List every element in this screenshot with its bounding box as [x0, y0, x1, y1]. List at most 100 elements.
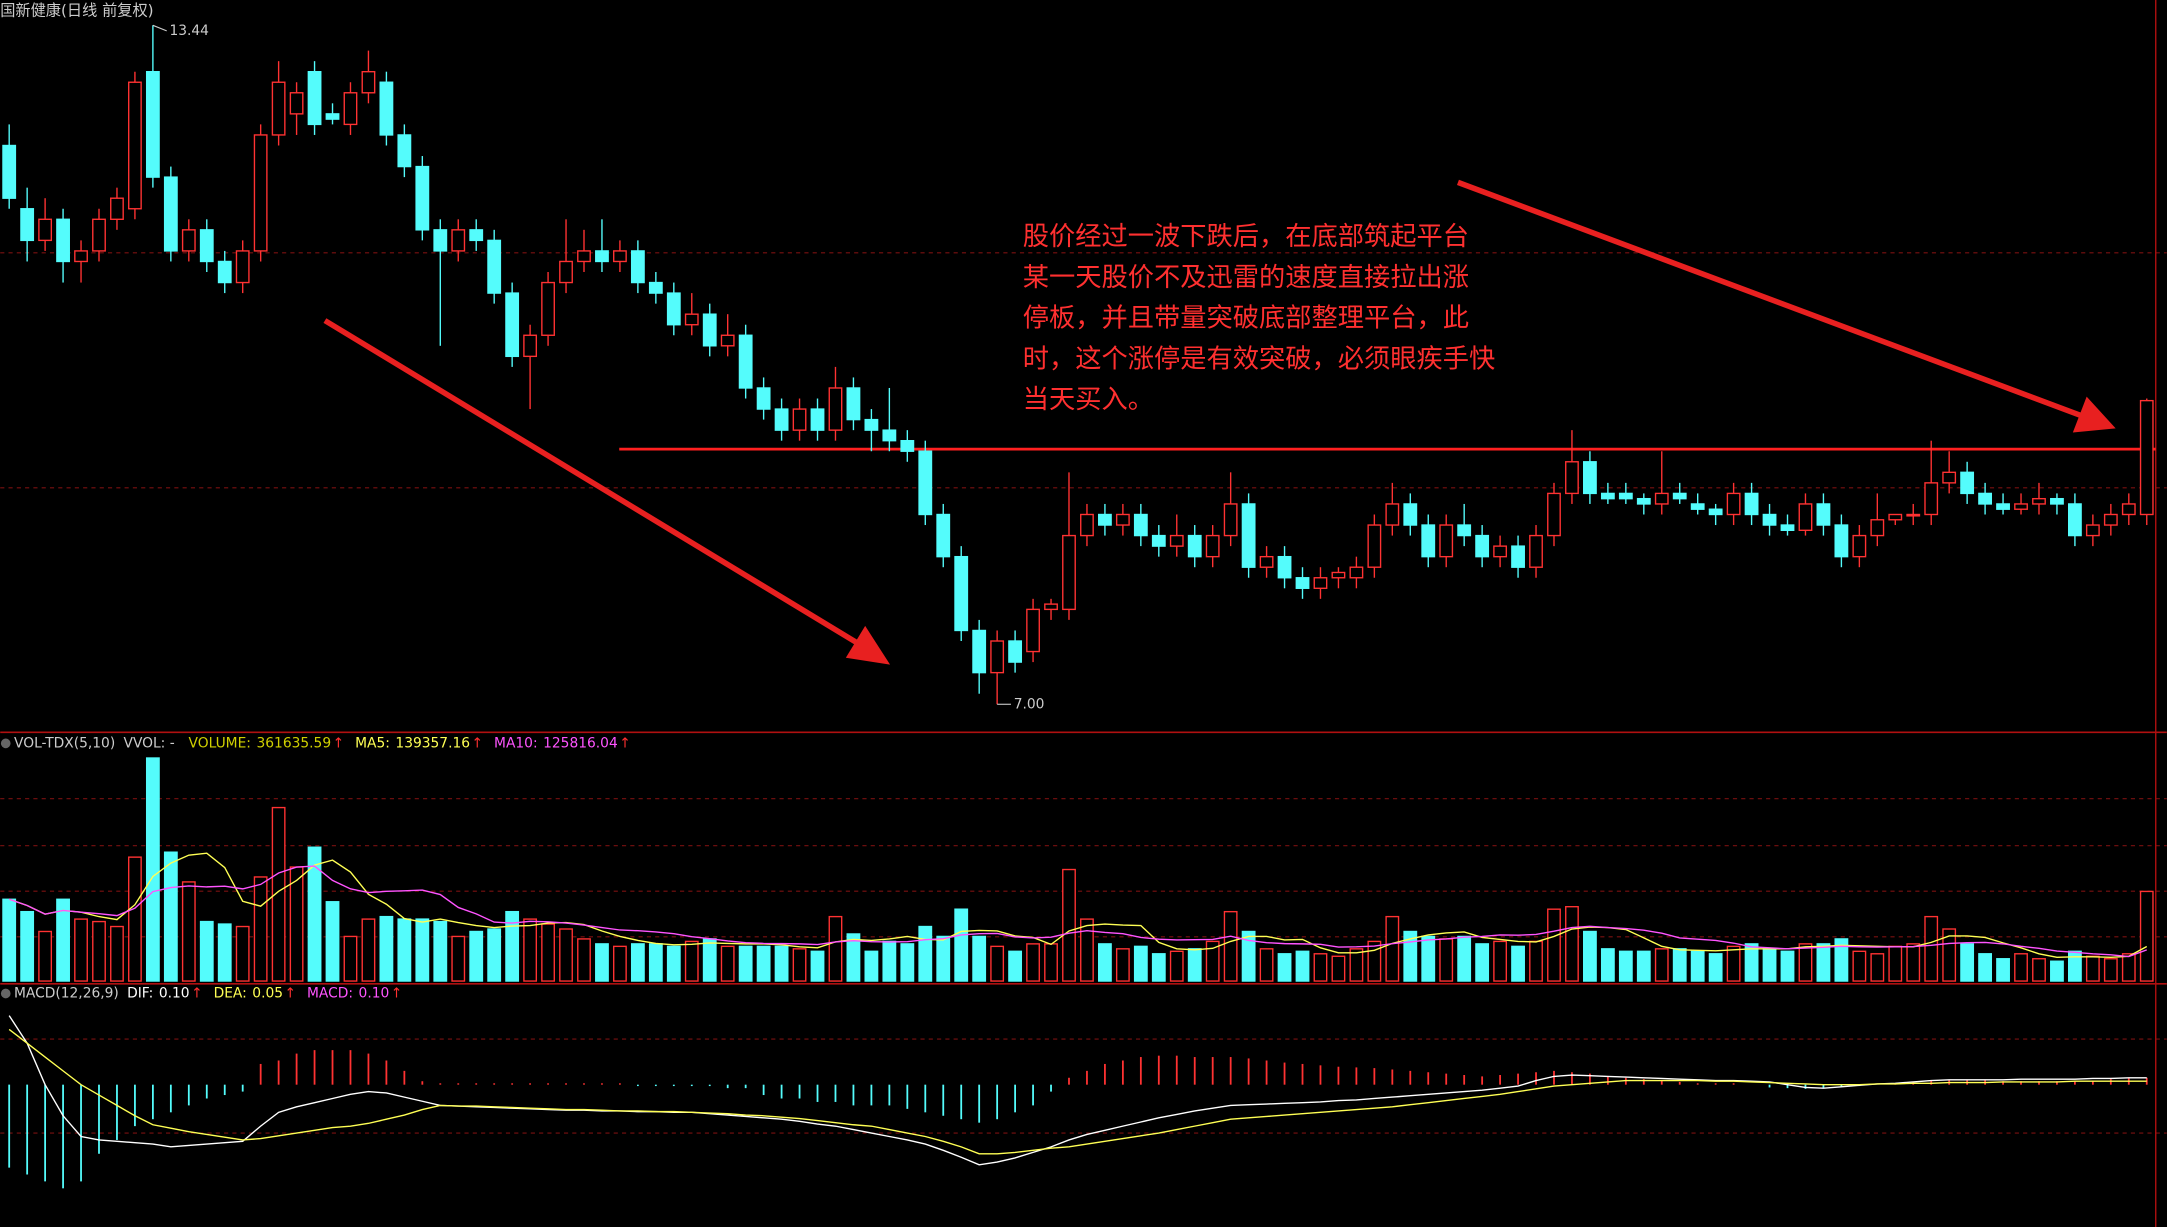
candle-body: [271, 81, 286, 136]
volume-bar: [1888, 945, 1903, 982]
volume-bar: [397, 918, 412, 982]
candle-body: [846, 387, 861, 421]
candle-body: [2032, 497, 2046, 505]
volume-bar: [954, 908, 969, 982]
candle-body: [1924, 482, 1939, 516]
volume-bar: [1726, 945, 1741, 982]
volume-bar: [110, 925, 124, 982]
candle-body: [379, 81, 394, 136]
volume-bar: [1026, 943, 1040, 982]
volume-bar: [1690, 950, 1705, 982]
legend-name: MACD:: [307, 985, 353, 1001]
candle-body: [110, 197, 124, 220]
candle-body: [864, 418, 879, 431]
candle-body: [2121, 503, 2136, 516]
high-marker: [152, 24, 167, 32]
volume-bar: [361, 918, 376, 982]
volume-bar: [2121, 953, 2136, 982]
volume-bar: [92, 920, 106, 982]
volume-bar: [1062, 868, 1076, 982]
legend-icon: [0, 988, 11, 999]
chart-title: 国新健康(日线 前复权): [0, 2, 153, 20]
volume-bar: [828, 915, 843, 982]
volume-bar: [720, 945, 735, 982]
candle-body: [505, 292, 520, 358]
volume-bar: [684, 940, 699, 982]
volume-bar: [1996, 958, 2010, 982]
candle-body: [2139, 399, 2154, 516]
volume-ma10: [8, 865, 2148, 958]
candle-body: [1331, 571, 1346, 579]
volume-bar: [1457, 935, 1472, 982]
candle-body: [1295, 577, 1310, 589]
candle-body: [1888, 513, 1903, 521]
volume-bar: [1098, 943, 1112, 982]
candle-body: [1708, 508, 1723, 516]
volume-bar: [1295, 950, 1310, 982]
candle-body: [145, 71, 160, 178]
candle-body: [595, 250, 609, 263]
candle-body: [666, 292, 681, 326]
volume-bar: [1547, 908, 1561, 982]
volume-bar: [541, 923, 555, 982]
candle-body: [630, 250, 645, 284]
volume-bar: [1960, 943, 1975, 982]
candle-body: [1565, 461, 1579, 495]
candle-body: [1762, 513, 1777, 526]
volume-bar: [846, 933, 861, 982]
candle-body: [1080, 513, 1094, 537]
candle-body: [433, 229, 448, 252]
candle-body: [684, 313, 699, 326]
macd-indicator: MACD(12,26,9): [14, 985, 119, 1001]
candle-body: [523, 334, 538, 358]
candle-body: [1026, 608, 1040, 653]
volume-bar: [1511, 945, 1525, 982]
volume-bar: [2139, 890, 2154, 982]
dif-line: [8, 1015, 2147, 1166]
candle-body: [1349, 566, 1364, 579]
volume-bar: [1906, 943, 1921, 982]
volume-bar: [343, 935, 358, 982]
candle-body: [1870, 519, 1885, 537]
volume-bar: [559, 928, 573, 982]
candle-body: [1618, 492, 1633, 500]
candle-body: [38, 218, 53, 242]
volume-bar: [1403, 930, 1418, 982]
trend-arrows: [323, 179, 2116, 665]
legend-value: 361635.59: [256, 735, 331, 751]
volume-bar: [1277, 953, 1292, 982]
candle-body: [972, 629, 987, 674]
volume-bar: [1259, 948, 1274, 982]
candle-body: [954, 555, 969, 632]
volume-bar: [702, 938, 717, 982]
candle-body: [1834, 524, 1849, 558]
candle-body: [1044, 603, 1058, 611]
volume-bar: [1529, 940, 1543, 982]
volume-bar: [415, 918, 430, 982]
rise-mark: ↑: [391, 985, 403, 1001]
volume-bar: [1565, 906, 1579, 982]
legend-value: 125816.04: [543, 735, 618, 751]
legend-name: MA5:: [355, 735, 390, 751]
candle-body: [810, 408, 825, 431]
candle-body: [1690, 503, 1705, 510]
volume-bar: [379, 915, 394, 982]
legend-value: 139357.16: [395, 735, 470, 751]
volume-bar: [1187, 948, 1202, 982]
candle-body: [702, 313, 717, 347]
volume-bar: [38, 930, 53, 982]
candle-body: [1439, 524, 1454, 558]
legend-name: DIF:: [127, 985, 153, 1001]
candle-body: [1385, 503, 1400, 526]
candle-body: [1475, 534, 1490, 558]
volume-bar: [235, 925, 250, 982]
candle-body: [181, 229, 196, 252]
candle-body: [2014, 503, 2028, 510]
candle-body: [163, 176, 178, 252]
annotation-line: 当天买入。: [1023, 385, 1154, 415]
candle-body: [900, 440, 915, 452]
annotation-line: 时，这个涨停是有效突破，必须眼疾手快: [1023, 344, 1496, 374]
volume-bar: [2032, 958, 2046, 982]
candle-body: [1726, 492, 1741, 516]
candle-body: [828, 387, 843, 431]
